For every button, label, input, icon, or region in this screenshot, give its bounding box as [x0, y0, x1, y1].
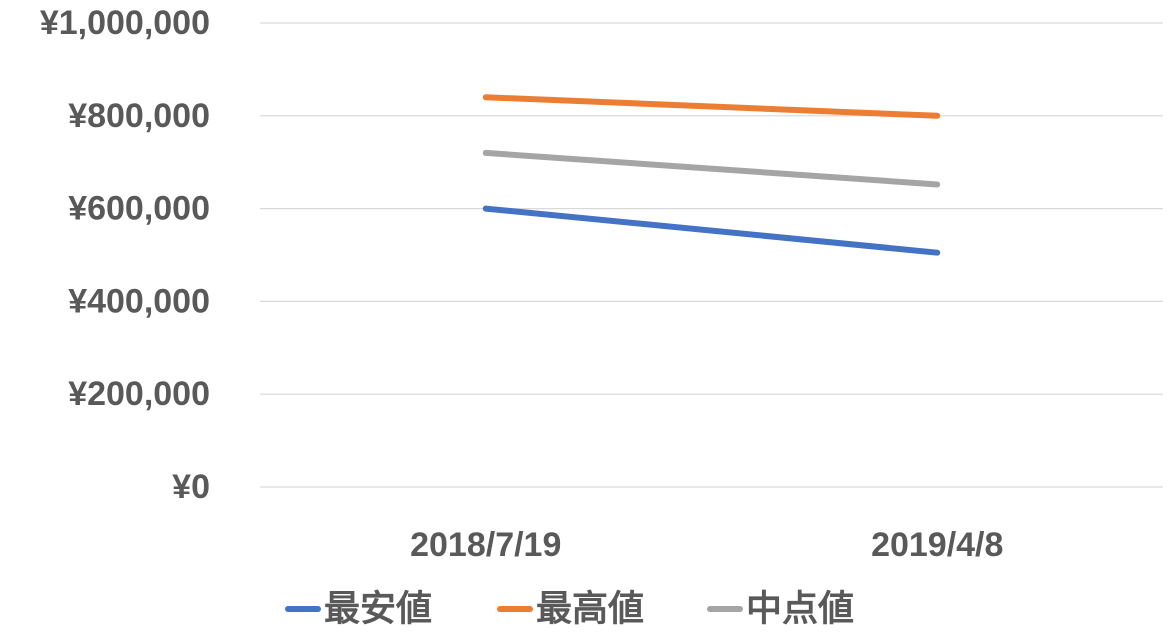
series-line-1 — [482, 94, 941, 119]
x-tick-label: 2018/7/19 — [410, 526, 561, 564]
legend-label: 最高値 — [536, 589, 644, 630]
legend-label: 中点値 — [746, 589, 854, 630]
legend: 最安値 最高値 中点値 — [285, 589, 854, 630]
series-lines — [482, 94, 941, 256]
y-tick-label: ¥200,000 — [68, 375, 210, 413]
x-tick-label: 2019/4/8 — [871, 526, 1003, 564]
y-tick-label: ¥1,000,000 — [40, 4, 210, 42]
y-axis-tick-labels: ¥0 ¥200,000 ¥400,000 ¥600,000 ¥800,000 ¥1,000… — [40, 4, 210, 506]
series-line-2 — [482, 149, 941, 188]
gridlines — [260, 22, 1163, 488]
series-line-0 — [482, 205, 941, 256]
x-axis-tick-labels: 2018/7/19 2019/4/8 — [410, 526, 1003, 564]
y-tick-label: ¥600,000 — [68, 190, 210, 228]
legend-label: 最安値 — [324, 589, 432, 630]
y-tick-label: ¥800,000 — [68, 97, 210, 135]
y-tick-label: ¥0 — [172, 468, 210, 506]
y-tick-label: ¥400,000 — [68, 282, 210, 320]
